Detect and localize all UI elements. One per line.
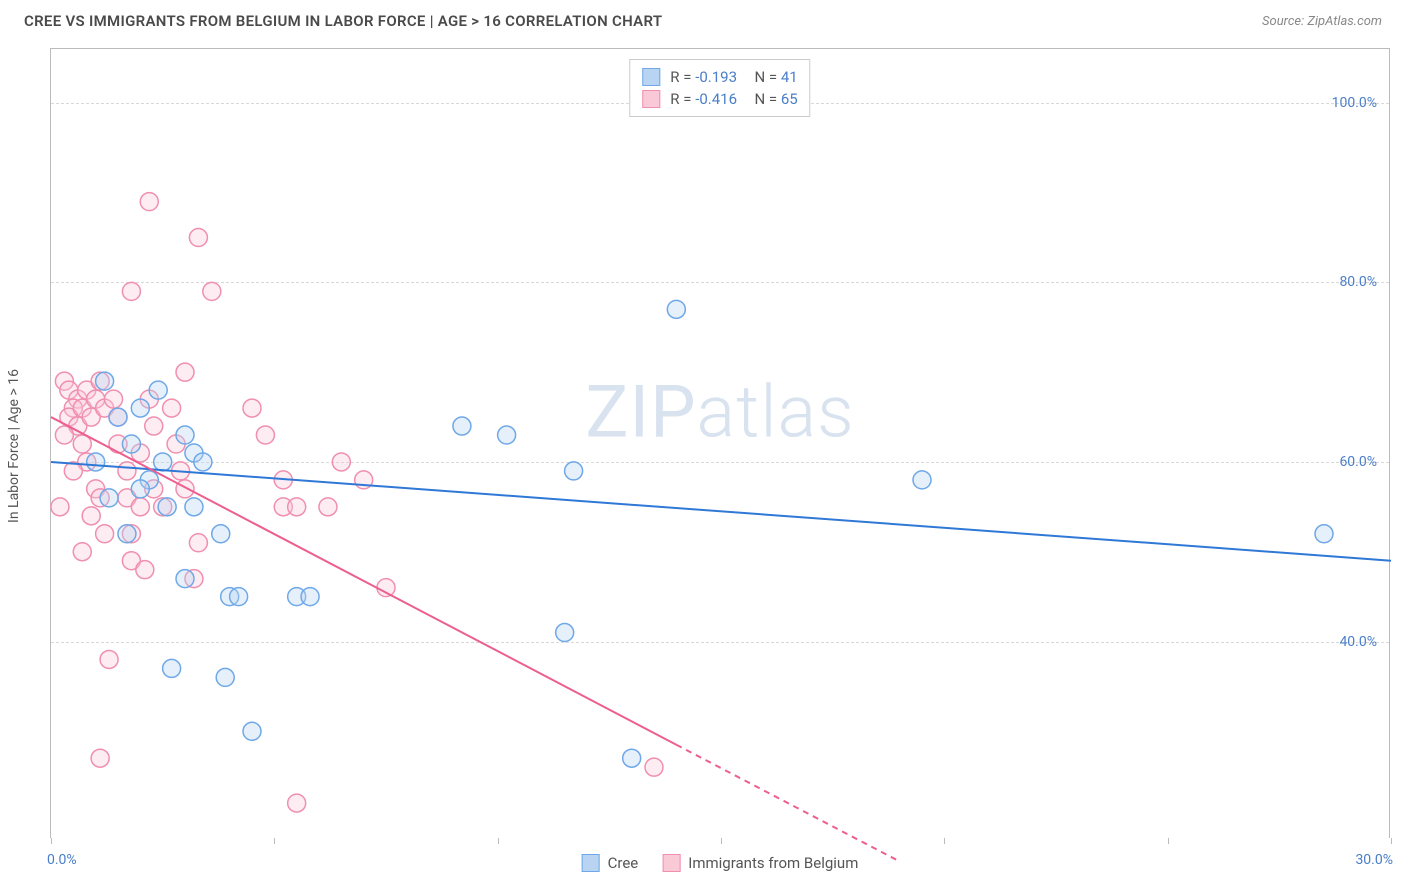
legend-row-belgium: R = -0.416 N = 65 [642, 88, 797, 110]
source-label: Source: ZipAtlas.com [1262, 14, 1382, 29]
chart-title: CREE VS IMMIGRANTS FROM BELGIUM IN LABOR… [24, 12, 662, 30]
belgium-n-value: 65 [781, 90, 798, 108]
legend-label-cree: Cree [608, 854, 639, 872]
belgium-r-value: -0.416 [695, 90, 737, 108]
legend-item-belgium: Immigrants from Belgium [662, 854, 858, 872]
swatch-cree [642, 68, 660, 86]
x-axis-max-label: 30.0% [1355, 852, 1393, 868]
x-axis-min-label: 0.0% [47, 852, 77, 868]
cree-n-value: 41 [781, 68, 798, 86]
chart-container: ZIPatlas 40.0%60.0%80.0%100.0% R = -0.19… [50, 48, 1390, 838]
correlation-legend: R = -0.193 N = 41 R = -0.416 N = 65 [629, 59, 810, 117]
stat-n-label: N = 41 [747, 68, 798, 86]
legend-item-cree: Cree [582, 854, 639, 872]
swatch-belgium-icon [662, 854, 680, 872]
swatch-cree-icon [582, 854, 600, 872]
stat-r-label: R = -0.416 [670, 90, 737, 108]
cree-r-value: -0.193 [695, 68, 737, 86]
scatter-plot [51, 49, 1389, 838]
stat-r-label: R = -0.193 [670, 68, 737, 86]
legend-label-belgium: Immigrants from Belgium [688, 854, 858, 872]
swatch-belgium [642, 90, 660, 108]
legend-row-cree: R = -0.193 N = 41 [642, 66, 797, 88]
series-legend: Cree Immigrants from Belgium [582, 854, 859, 872]
stat-n-label: N = 65 [747, 90, 798, 108]
y-axis-title: In Labor Force | Age > 16 [6, 369, 22, 523]
